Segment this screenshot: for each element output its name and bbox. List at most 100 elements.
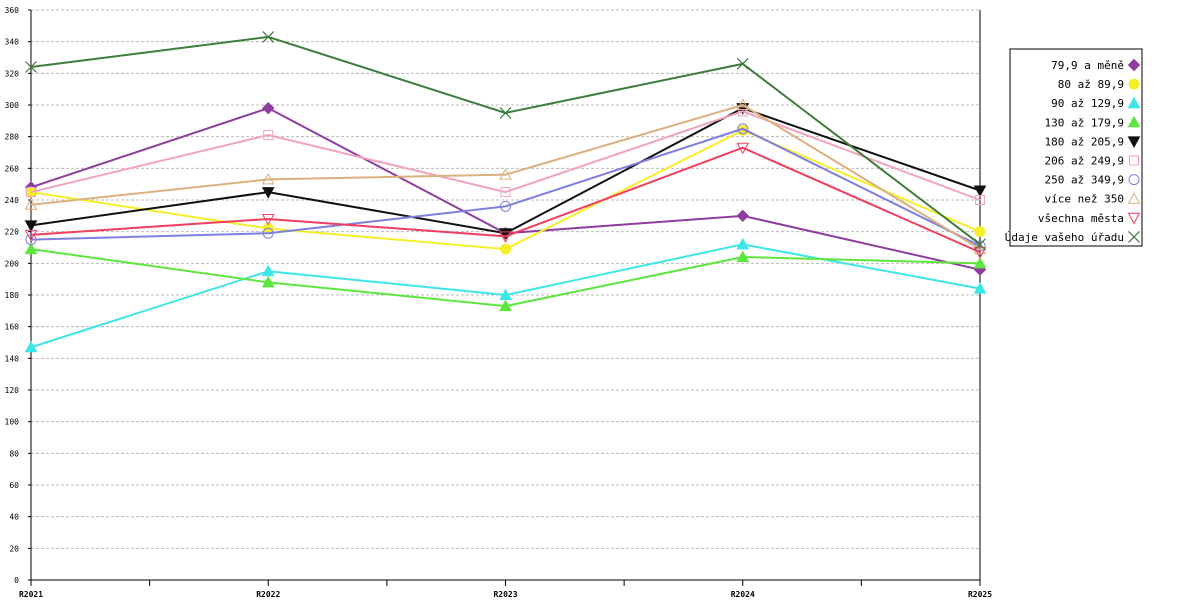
series-line — [30, 110, 981, 201]
data-point — [24, 220, 38, 232]
data-point — [499, 288, 512, 300]
data-point — [499, 228, 512, 240]
data-point — [261, 187, 275, 199]
legend-label: 250 až 349,9 — [1045, 174, 1124, 187]
y-tick-label: 340 — [5, 38, 20, 47]
data-point — [974, 238, 986, 251]
y-tick-label: 120 — [5, 386, 20, 395]
data-point — [499, 231, 512, 243]
series-9 — [25, 30, 986, 251]
y-tick-label: 320 — [5, 69, 20, 78]
x-tick-label: R2025 — [968, 590, 992, 599]
y-tick-label: 0 — [14, 576, 19, 585]
data-point — [499, 168, 512, 180]
data-point — [499, 106, 512, 119]
series-4 — [24, 103, 987, 240]
data-point — [736, 237, 750, 250]
y-tick-label: 140 — [5, 354, 20, 363]
legend-marker — [1128, 78, 1140, 90]
data-point — [24, 198, 38, 210]
data-point — [737, 123, 749, 135]
legend-marker — [1128, 230, 1140, 243]
data-point — [24, 229, 38, 242]
legend-marker — [1127, 115, 1141, 128]
data-point — [262, 30, 275, 43]
data-point — [973, 242, 987, 255]
legend-box — [1009, 48, 1143, 247]
data-point — [737, 106, 748, 117]
legend-label: Údaje vašeho úřadu — [1005, 231, 1124, 244]
data-point — [736, 250, 750, 262]
y-tick-label: 40 — [9, 513, 19, 522]
data-point — [261, 172, 275, 185]
data-point — [736, 209, 749, 223]
data-point — [973, 256, 987, 269]
y-tick-label: 80 — [9, 449, 19, 458]
data-point — [975, 195, 985, 205]
y-tick-label: 300 — [5, 101, 20, 110]
data-point — [500, 200, 511, 212]
legend-label: všechna města — [1038, 212, 1124, 225]
data-point — [24, 242, 38, 255]
data-point — [499, 299, 512, 312]
data-point — [261, 264, 275, 277]
legend-marker — [1127, 136, 1141, 148]
y-tick-label: 240 — [5, 196, 20, 205]
legend-label: více než 350 — [1045, 193, 1124, 206]
data-point — [736, 57, 749, 70]
series-layer — [24, 30, 987, 353]
y-tick-label: 100 — [5, 418, 20, 427]
y-tick-label: 60 — [9, 481, 19, 490]
legend-marker — [1128, 174, 1140, 186]
legend-marker — [1129, 155, 1139, 166]
y-tick-label: 200 — [5, 259, 20, 268]
x-tick-label: R2022 — [256, 590, 280, 599]
data-point — [973, 282, 987, 294]
series-line — [30, 146, 981, 254]
legend-marker — [1127, 58, 1141, 72]
data-point — [261, 214, 275, 226]
legend-label: 130 až 179,9 — [1045, 116, 1124, 129]
y-tick-label: 180 — [5, 291, 20, 300]
data-point — [26, 187, 36, 198]
legend-marker — [1127, 192, 1141, 204]
y-tick-label: 260 — [5, 164, 20, 173]
x-tick-label: R2023 — [493, 590, 517, 599]
x-tick-label: R2024 — [731, 590, 755, 599]
data-point — [973, 247, 987, 259]
legend-marker — [1127, 96, 1141, 109]
data-point — [736, 142, 750, 155]
series-5 — [26, 106, 985, 205]
data-point — [25, 61, 37, 73]
data-point — [736, 98, 750, 110]
series-line — [30, 127, 981, 247]
grid-layer — [31, 9, 980, 549]
series-7 — [24, 98, 987, 255]
data-point — [262, 227, 274, 239]
x-tick-label: R2021 — [19, 590, 43, 599]
y-tick-label: 20 — [9, 544, 19, 553]
data-point — [24, 340, 38, 353]
data-point — [974, 226, 986, 238]
data-point — [262, 101, 275, 115]
legend-label: 79,9 a měně — [1051, 59, 1124, 72]
series-8 — [24, 142, 987, 259]
y-tick-label: 280 — [5, 133, 20, 142]
legend: 79,9 a měně 80 až 89,9 90 až 129,9 130 až 1… — [1005, 48, 1143, 247]
legend-marker — [1127, 212, 1141, 225]
data-point — [261, 275, 275, 288]
legend-label: 206 až 249,9 — [1045, 155, 1124, 168]
series-6 — [25, 123, 986, 252]
y-tick-label: 360 — [5, 6, 20, 15]
y-tick-label: 220 — [5, 228, 20, 237]
axes-layer: 0 20 40 60 80 100 120 140 160 180 200 220 240 260 280 3… — [5, 6, 993, 599]
series-line — [30, 103, 981, 250]
data-point — [263, 130, 274, 141]
data-point — [500, 243, 511, 255]
data-point — [500, 187, 511, 198]
series-3 — [24, 242, 987, 312]
legend-label: 90 až 129,9 — [1051, 97, 1124, 110]
data-point — [973, 185, 987, 198]
legend-label: 80 až 89,9 — [1058, 78, 1124, 91]
